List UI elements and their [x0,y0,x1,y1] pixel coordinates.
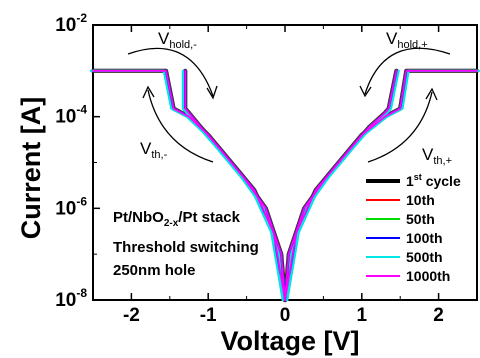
sample-note-line2: Threshold switching [113,239,259,256]
x-axis-title: Voltage [V] [220,326,359,356]
hold-neg-arrow [127,47,214,97]
plot-area: -2 -1 0 1 2 10-2 10-4 10-6 10-8 [55,11,480,326]
th-pos-label: Vth,+ [422,145,452,167]
y-tick-label: 10-4 [55,103,87,128]
annotation-arrows [127,47,451,163]
sample-note-line3: 250nm hole [113,262,196,279]
hold-pos-arrow [364,47,451,95]
series-line-3 [283,69,398,302]
y-tick-label: 10-2 [55,11,87,36]
series-line-5 [286,69,400,302]
legend-label: 50th [406,211,435,227]
series-line-4 [283,69,398,302]
series-line-5 [181,69,284,302]
series-line-4 [183,69,287,302]
th-neg-arrow [147,89,214,163]
hold-neg-arrowhead [206,85,218,100]
series-line-5 [89,69,284,302]
x-tick-label: -2 [123,305,140,326]
x-tick-label: 1 [357,305,368,326]
legend-label: 1000th [406,268,450,284]
series-line-6 [92,69,286,301]
hold-neg-label: Vhold,- [158,29,197,51]
hold-pos-arrowhead [359,85,372,98]
y-axis-title: Current [A] [16,97,46,240]
series-line-5 [286,69,480,302]
legend-label: 100th [406,230,443,246]
y-tick-label: 10-8 [55,286,87,311]
series-line-6 [284,69,398,301]
series-line-2 [283,69,399,302]
th-neg-arrowhead [142,85,155,99]
th-neg-label: Vth,- [140,139,168,161]
th-pos-arrow [367,91,433,163]
series-line-6 [184,69,286,301]
x-tick-label: 2 [433,305,444,326]
series-line-1 [183,68,288,303]
x-tick-label: 0 [280,305,291,326]
sample-note-line1: Pt/NbO2-x/Pt stack [113,209,241,229]
series-line-6 [284,69,478,301]
series-line-1 [282,68,399,303]
x-tick-label: -1 [200,305,217,326]
th-pos-arrowhead [425,87,438,101]
series-line-3 [183,69,287,302]
series-line-2 [183,69,287,302]
legend-label: 1st cycle [406,172,461,189]
legend-label: 500th [406,249,443,265]
y-tick-label: 10-6 [55,194,87,219]
legend-label: 10th [406,192,435,208]
legend: 1st cycle 10th 50th 100th 500th 1000th [366,172,461,284]
